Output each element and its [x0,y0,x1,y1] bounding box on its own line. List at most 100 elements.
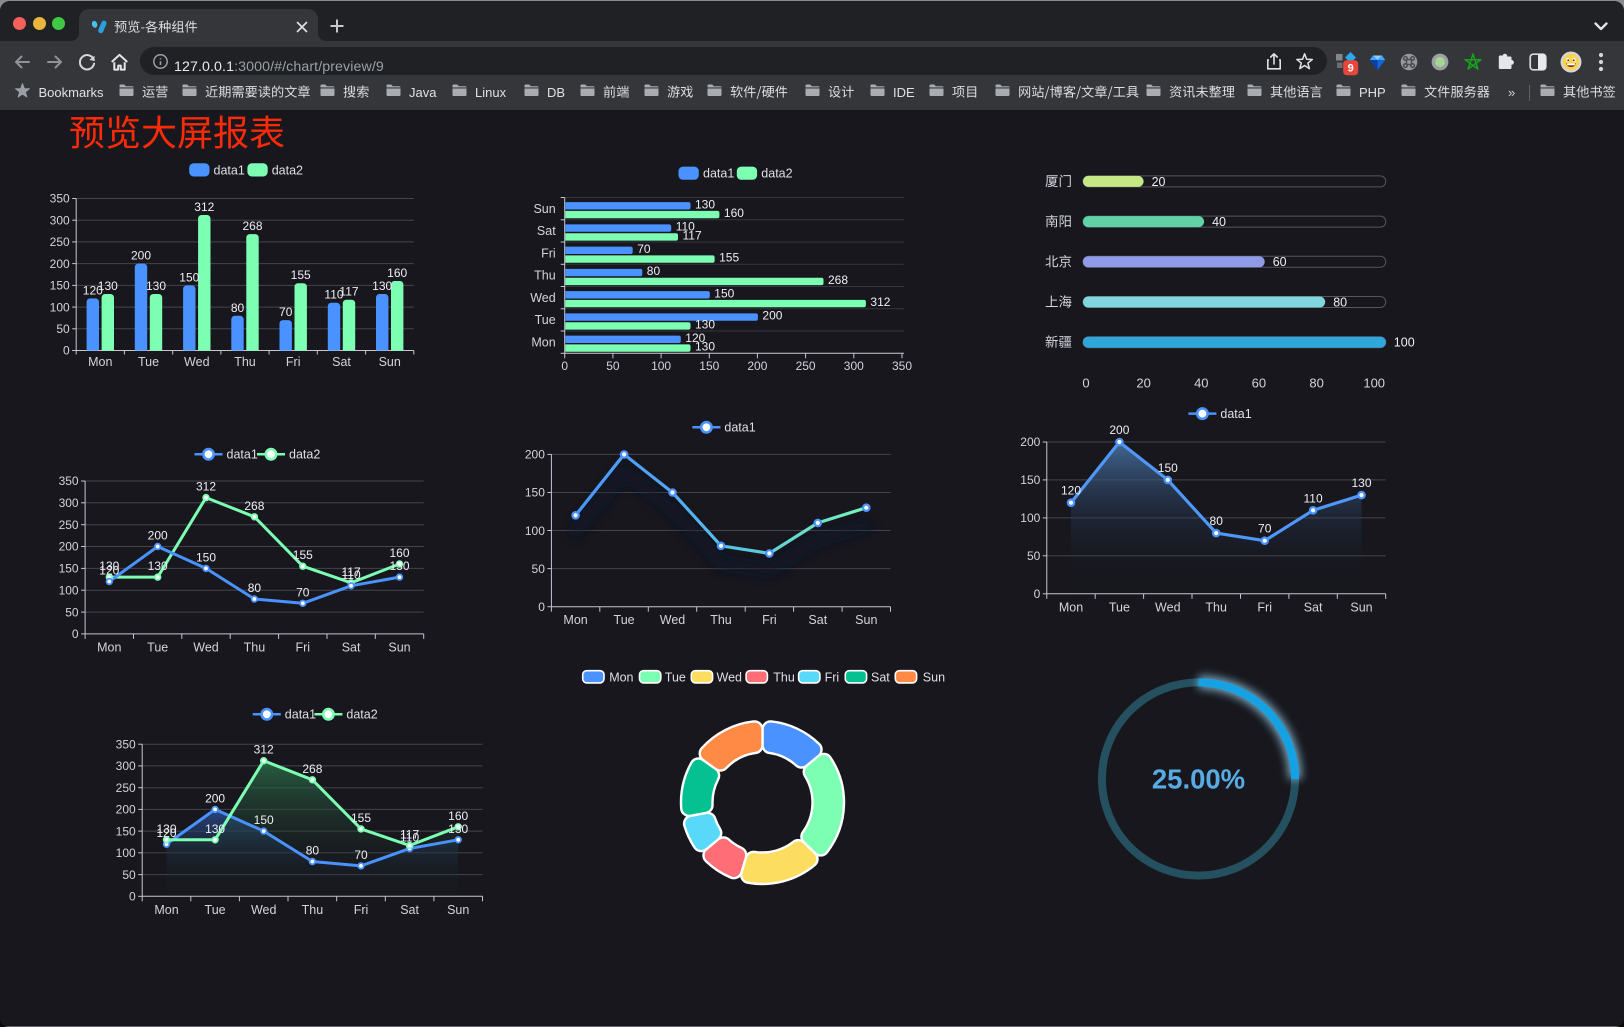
svg-text:Sun: Sun [447,903,469,917]
svg-text:250: 250 [116,781,136,795]
svg-text:70: 70 [637,242,651,256]
svg-text:0: 0 [72,627,79,641]
svg-text:268: 268 [302,762,322,776]
svg-text:150: 150 [1020,473,1040,487]
svg-text:130: 130 [156,822,176,836]
svg-text:data1: data1 [214,163,245,177]
svg-text:120: 120 [1061,484,1081,498]
svg-text:110: 110 [400,831,419,845]
svg-text:150: 150 [714,286,734,300]
svg-text:130: 130 [148,559,168,573]
svg-text:60: 60 [1273,255,1287,269]
svg-text:Thu: Thu [1205,600,1227,614]
svg-text:117: 117 [342,565,361,579]
svg-text:268: 268 [244,499,264,513]
svg-text:100: 100 [116,846,136,860]
svg-text:312: 312 [254,743,274,757]
svg-text:Tue: Tue [614,613,635,627]
svg-text:70: 70 [279,305,293,319]
svg-text:155: 155 [293,548,313,562]
svg-text:Mon: Mon [609,670,633,684]
svg-text:130: 130 [1351,476,1371,490]
svg-text:Wed: Wed [251,903,277,917]
svg-text:data2: data2 [272,163,303,177]
svg-text:Wed: Wed [193,640,219,654]
svg-text:50: 50 [65,605,79,619]
svg-text:Fri: Fri [296,640,311,654]
svg-text:300: 300 [116,759,136,773]
svg-text:200: 200 [205,791,225,805]
svg-text:0: 0 [1082,375,1089,390]
svg-text:120: 120 [99,564,119,578]
svg-text:117: 117 [683,228,702,242]
svg-text:80: 80 [1333,295,1347,309]
svg-text:70: 70 [354,848,368,862]
svg-text:Mon: Mon [97,640,121,654]
svg-text:60: 60 [1252,375,1266,390]
svg-text:150: 150 [525,486,545,500]
svg-text:40: 40 [1212,215,1226,229]
svg-text:Wed: Wed [660,613,686,627]
svg-text:Mon: Mon [88,355,112,369]
svg-text:120: 120 [83,283,103,297]
svg-text:200: 200 [762,309,782,323]
svg-text:200: 200 [747,359,767,373]
svg-text:350: 350 [116,737,136,751]
svg-text:100: 100 [1363,375,1385,390]
svg-text:40: 40 [1194,375,1208,390]
svg-text:Wed: Wed [1155,600,1181,614]
svg-text:0: 0 [63,344,70,358]
svg-text:200: 200 [148,529,168,543]
svg-text:Sat: Sat [342,640,361,654]
svg-text:80: 80 [248,581,262,595]
svg-text:data1: data1 [285,708,316,722]
svg-text:117: 117 [400,828,419,842]
svg-text:160: 160 [389,546,409,560]
svg-text:130: 130 [205,822,225,836]
svg-text:data1: data1 [724,421,755,435]
svg-text:200: 200 [131,249,151,263]
svg-text:150: 150 [196,550,216,564]
svg-text:Tue: Tue [147,640,168,654]
svg-text:150: 150 [254,813,274,827]
svg-text:100: 100 [50,300,70,314]
svg-text:Sat: Sat [808,613,827,627]
svg-text:data1: data1 [703,167,734,181]
svg-text:Sat: Sat [332,355,351,369]
svg-text:200: 200 [50,257,70,271]
svg-text:130: 130 [389,559,409,573]
svg-text:Tue: Tue [665,670,686,684]
svg-text:20: 20 [1136,375,1150,390]
svg-text:Mon: Mon [1059,600,1083,614]
svg-text:120: 120 [156,826,176,840]
svg-text:0: 0 [538,600,545,614]
svg-text:80: 80 [231,301,245,315]
svg-text:130: 130 [99,559,119,573]
svg-text:data2: data2 [289,448,320,462]
svg-text:155: 155 [291,268,311,282]
svg-text:200: 200 [1109,423,1129,437]
svg-text:250: 250 [59,518,79,532]
svg-text:100: 100 [1020,511,1040,525]
svg-text:Fri: Fri [762,613,777,627]
svg-text:Sun: Sun [855,613,877,627]
svg-text:Tue: Tue [1109,600,1130,614]
svg-text:Mon: Mon [531,335,555,349]
svg-text:300: 300 [844,359,864,373]
svg-text:Sun: Sun [388,640,410,654]
svg-text:130: 130 [695,340,715,354]
svg-text:110: 110 [1304,491,1323,505]
svg-text:300: 300 [50,213,70,227]
svg-text:120: 120 [685,331,705,345]
svg-text:Fri: Fri [354,903,369,917]
svg-text:80: 80 [1309,375,1323,390]
svg-text:100: 100 [525,524,545,538]
svg-text:50: 50 [122,868,136,882]
svg-text:data2: data2 [346,708,377,722]
svg-text:Thu: Thu [244,640,266,654]
svg-text:Thu: Thu [710,613,732,627]
svg-text:300: 300 [59,496,79,510]
svg-text:data2: data2 [761,167,792,181]
svg-text:Wed: Wed [530,291,556,305]
svg-text:Wed: Wed [184,355,210,369]
